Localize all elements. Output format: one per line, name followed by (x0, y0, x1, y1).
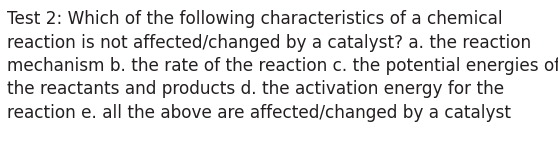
Text: Test 2: Which of the following characteristics of a chemical
reaction is not aff: Test 2: Which of the following character… (7, 10, 558, 121)
